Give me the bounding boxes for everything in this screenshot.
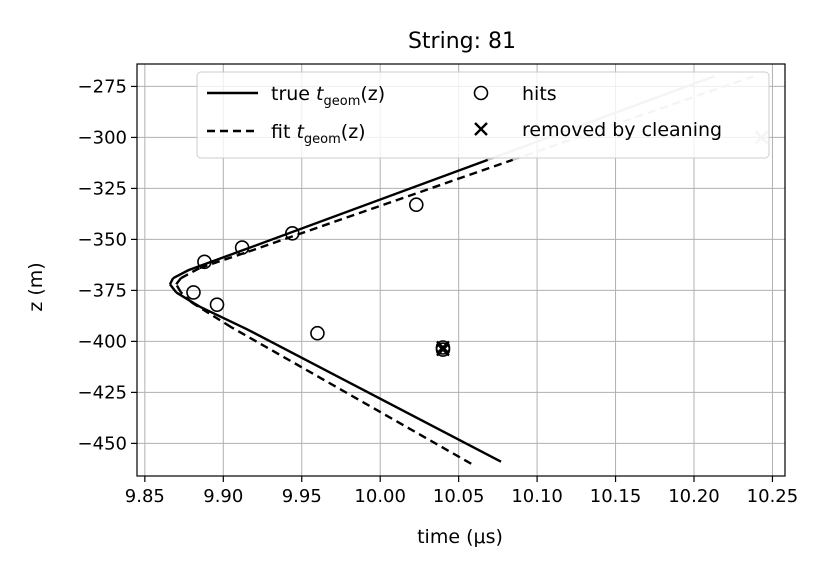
hits-layer [186, 197, 451, 357]
hit-point [186, 285, 201, 300]
x-axis-label: time (μs) [417, 526, 503, 548]
y-tick-label: −300 [78, 127, 127, 148]
hit-point [310, 325, 325, 341]
x-tick-label: 10.10 [511, 486, 563, 507]
chart-title: String: 81 [408, 29, 516, 54]
x-tick-label: 9.85 [125, 486, 165, 507]
y-axis: −275 −300 −325 −350 −375 −400 −425 −450 [78, 76, 137, 454]
hit-point [234, 240, 250, 255]
y-tick-label: −400 [78, 331, 127, 352]
y-tick-label: −450 [78, 433, 127, 454]
legend-label-3: removed by cleaning [522, 119, 722, 141]
legend-label-1: fit tgeom(z) [271, 121, 366, 147]
removed-layer [436, 130, 769, 357]
x-tick-label: 9.90 [203, 486, 243, 507]
legend-label-2: hits [522, 83, 557, 105]
y-axis-label: z (m) [25, 262, 47, 311]
x-tick-label: 10.05 [433, 486, 485, 507]
legend: true tgeom(z) fit tgeom(z) hits removed by … [196, 71, 770, 159]
x-tick-label: 9.95 [282, 486, 322, 507]
legend-box [196, 71, 770, 159]
series-line-1 [175, 158, 514, 465]
x-tick-label: 10.25 [747, 486, 799, 507]
removed-point [436, 342, 450, 357]
y-tick-label: −425 [78, 382, 127, 403]
legend-circle [473, 85, 489, 101]
plot-frame [136, 63, 786, 477]
hit-point [197, 254, 212, 270]
hit-point [285, 225, 300, 241]
hit-point [408, 197, 424, 213]
hit-point [209, 297, 225, 312]
legend-x [474, 122, 488, 136]
legend-label-0: true tgeom(z) [271, 83, 385, 109]
y-tick-label: −350 [78, 229, 127, 250]
removed-point [436, 340, 450, 355]
y-tick-label: −375 [78, 280, 127, 301]
hit-point [435, 342, 451, 357]
x-tick-label: 10.00 [354, 486, 406, 507]
y-tick-label: −275 [78, 76, 127, 97]
x-tick-label: 10.15 [590, 486, 642, 507]
x-tick-label: 10.20 [668, 486, 720, 507]
x-axis: 9.85 9.90 9.95 10.00 10.05 10.10 10.15 10.20 10.… [125, 476, 798, 507]
y-tick-label: −325 [78, 178, 127, 199]
